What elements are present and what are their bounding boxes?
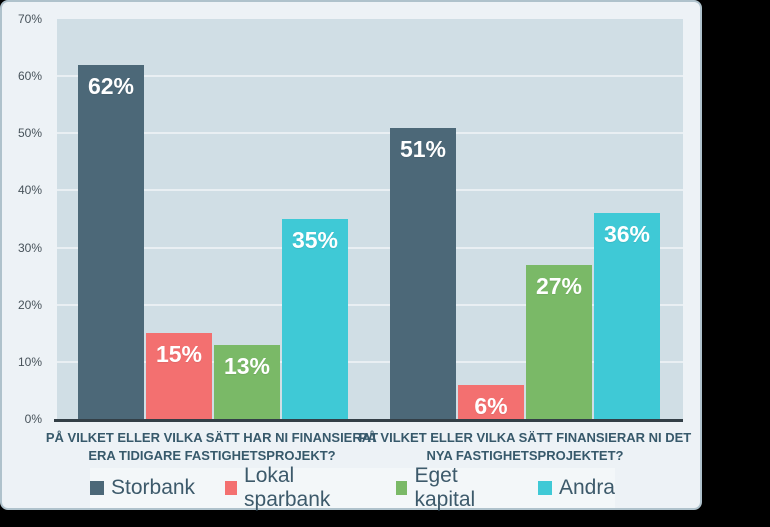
gridline [57,360,683,363]
bar-value-label: 35% [291,227,339,253]
bar-eget-kapital: 13% [214,344,280,419]
category-label: PÅ VILKET ELLER VILKA SÄTT FINANSIERAR N… [358,430,692,463]
legend-label: Andra [558,476,615,499]
legend-item-eget-kapital: Eget kapital [395,464,508,512]
legend-item-andra: Andra [537,476,615,500]
bar-value-label: 36% [603,221,651,248]
y-axis-tick-label: 10% [17,354,42,369]
legend-label: Eget kapital [414,464,476,511]
y-axis-tick-label: 70% [17,12,42,26]
y-axis-tick-label: 20% [17,297,42,312]
chart-card: 62% 15% 13% 35% 51% 6% 27% 36% Storbank Lokal sp… [0,0,702,511]
bar-andra: 36% [594,213,660,419]
x-axis-line [54,419,683,422]
bar-value-label: 27% [535,272,583,299]
bar-storbank: 51% [390,127,456,419]
bar-lokal-sparbank: 15% [146,333,212,419]
bar-eget-kapital: 27% [526,264,592,419]
legend-item-storbank: Storbank [90,476,195,500]
bar-value-label: 13% [223,352,271,379]
gridline [57,189,683,192]
legend-swatch-icon [225,481,238,495]
gridline [57,75,683,78]
legend-swatch-icon [90,481,104,495]
y-axis-tick-label: 60% [17,69,42,84]
y-axis-tick-label: 30% [17,240,42,255]
bar-group: 62% 15% 13% 35% [78,64,348,419]
legend-label: Storbank [111,476,196,499]
category-label: PÅ VILKET ELLER VILKA SÄTT HAR NI FINANS… [45,430,379,463]
legend-swatch-icon [395,481,408,495]
bar-value-label: 15% [155,341,203,368]
y-axis-tick-label: 40% [17,183,42,198]
bar-lokal-sparbank: 6% [458,384,524,419]
bar-value-label: 51% [399,135,447,162]
bar-andra: 35% [282,219,348,419]
legend-swatch-icon [537,481,552,495]
legend-label: Lokal sparbank [244,464,331,511]
bar-value-label: 6% [474,392,508,419]
chart-legend: Storbank Lokal sparbank Eget kapital Andra [90,464,615,511]
y-axis-tick-label: 0% [24,412,42,426]
bar-value-label: 62% [87,72,135,99]
gridline [57,303,683,306]
plot-area: 62% 15% 13% 35% 51% 6% 27% 36% [54,19,683,422]
bar-storbank: 62% [78,64,144,419]
legend-item-lokal-sparbank: Lokal sparbank [225,464,366,512]
gridline [57,132,683,135]
gridline [57,246,683,249]
bar-group: 51% 6% 27% 36% [390,127,660,419]
y-axis-tick-label: 50% [17,126,42,141]
